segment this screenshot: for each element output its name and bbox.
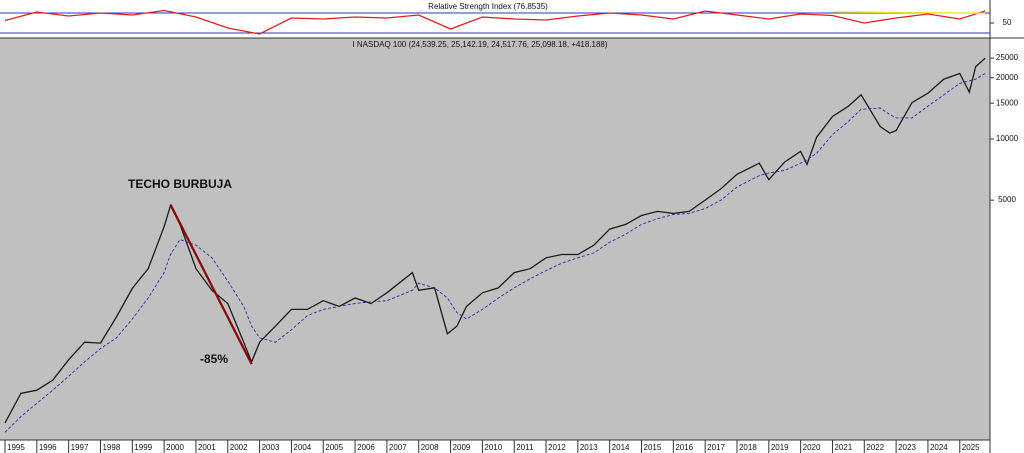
x-tick-label: 2020 <box>803 443 821 452</box>
y-tick-label: 50 <box>1003 18 1012 27</box>
x-tick-label: 2005 <box>325 443 343 452</box>
x-tick-label: 2013 <box>580 443 598 452</box>
x-tick-label: 2002 <box>230 443 248 452</box>
x-tick-label: 2001 <box>198 443 216 452</box>
x-tick-label: 2022 <box>866 443 884 452</box>
annotation: TECHO BURBUJA <box>128 177 232 191</box>
x-tick-label: 2010 <box>484 443 502 452</box>
x-tick-label: 2006 <box>357 443 375 452</box>
x-tick-label: 2014 <box>612 443 630 452</box>
x-tick-label: 1998 <box>102 443 120 452</box>
x-tick-label: 2007 <box>389 443 407 452</box>
x-tick-label: 1995 <box>7 443 25 452</box>
y-tick-label: 15000 <box>996 98 1019 107</box>
rsi-title: Relative Strength Index (76.8535) <box>428 2 548 11</box>
plot-area <box>0 38 990 440</box>
x-tick-label: 2019 <box>771 443 789 452</box>
x-tick-label: 2018 <box>739 443 757 452</box>
chart-title: I NASDAQ 100 (24,539.25, 25,142.19, 24,5… <box>352 40 607 49</box>
series-line <box>4 73 986 433</box>
x-tick-label: 1996 <box>39 443 57 452</box>
x-tick-label: 2017 <box>707 443 725 452</box>
series-line <box>832 11 986 14</box>
x-tick-label: 2008 <box>421 443 439 452</box>
x-tick-label: 2023 <box>898 443 916 452</box>
x-tick-label: 1999 <box>134 443 152 452</box>
series-line <box>4 9 986 35</box>
x-tick-label: 2025 <box>962 443 980 452</box>
y-tick-label: 10000 <box>996 134 1019 143</box>
x-tick-label: 2003 <box>262 443 280 452</box>
x-tick-label: 2016 <box>675 443 693 452</box>
x-tick-label: 2000 <box>166 443 184 452</box>
x-tick-label: 1997 <box>71 443 89 452</box>
y-tick-label: 5000 <box>998 195 1016 204</box>
x-tick-label: 2012 <box>548 443 566 452</box>
x-tick-label: 2021 <box>834 443 852 452</box>
trend-line <box>169 204 253 365</box>
x-tick-label: 2011 <box>516 443 534 452</box>
x-tick-label: 2024 <box>930 443 948 452</box>
annotation: -85% <box>200 352 228 366</box>
x-tick-label: 2009 <box>453 443 471 452</box>
x-tick-label: 2004 <box>293 443 311 452</box>
y-tick-label: 20000 <box>996 73 1019 82</box>
y-tick-label: 25000 <box>996 53 1019 62</box>
x-tick-label: 2015 <box>644 443 662 452</box>
